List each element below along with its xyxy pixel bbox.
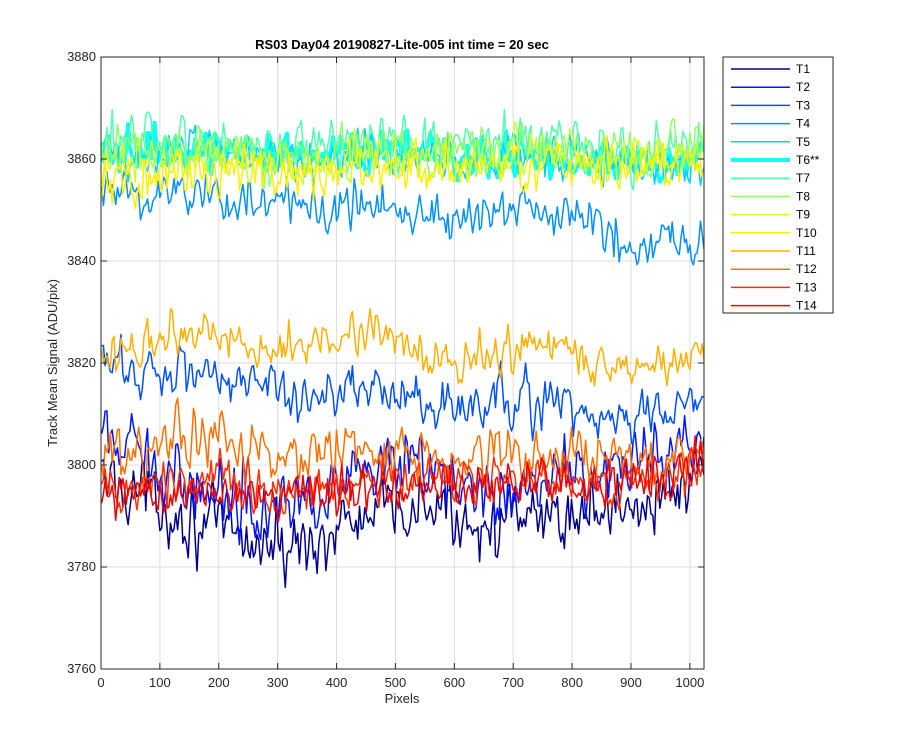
legend-label: T12	[796, 262, 817, 276]
y-tick-label: 3860	[67, 151, 96, 166]
legend-label: T14	[796, 299, 817, 313]
legend-label: T8	[796, 189, 810, 203]
legend-label: T9	[796, 208, 810, 222]
x-tick-label: 0	[97, 675, 104, 690]
legend-label: T5	[796, 135, 810, 149]
y-tick-label: 3760	[67, 661, 96, 676]
y-tick-label: 3820	[67, 355, 96, 370]
series-line-t4	[101, 168, 704, 266]
x-tick-label: 700	[502, 675, 524, 690]
x-tick-label: 300	[267, 675, 289, 690]
legend-box	[722, 56, 834, 314]
legend-label: T2	[796, 80, 810, 94]
legend-label: T11	[796, 244, 816, 258]
series-line-t3	[101, 333, 704, 445]
y-tick-label: 3840	[67, 253, 96, 268]
x-tick-label: 200	[208, 675, 230, 690]
x-tick-label: 900	[620, 675, 642, 690]
series-container	[101, 108, 704, 589]
x-tick-label: 500	[385, 675, 407, 690]
series-line-t13	[101, 446, 704, 515]
legend-label: T3	[796, 98, 810, 112]
y-tick-label: 3880	[67, 49, 96, 64]
legend-label: T7	[796, 171, 810, 185]
x-tick-label: 600	[443, 675, 465, 690]
series-line-t14	[101, 435, 704, 523]
y-tick-label: 3780	[67, 559, 96, 574]
y-axis-label: Track Mean Signal (ADU/pix)	[45, 279, 60, 447]
legend-label: T6**	[796, 153, 820, 167]
legend-label: T4	[796, 117, 810, 131]
series-line-t1	[101, 456, 704, 589]
legend: T1 T2 T3 T4 T5 T6** T7 T8 T9 T10 T11 T12 T13 T14	[722, 56, 834, 314]
x-tick-label: 1000	[675, 675, 704, 690]
series-line-t12	[101, 397, 704, 488]
legend-label: T13	[796, 280, 817, 294]
series-line-t7	[101, 108, 704, 192]
x-tick-label: 400	[326, 675, 348, 690]
y-tick-label: 3800	[67, 457, 96, 472]
series-line-t10	[101, 135, 704, 210]
plot-area: 0 100 200 300 400 500 600 700 800 900 1000 3760 3780…	[67, 49, 705, 690]
legend-label: T1	[796, 62, 810, 76]
series-line-t11	[101, 308, 704, 387]
series-group	[101, 108, 704, 589]
x-axis-label: Pixels	[385, 691, 420, 706]
ticks: 0 100 200 300 400 500 600 700 800 900 1000 3760 3780…	[67, 49, 704, 690]
legend-label: T10	[796, 226, 817, 240]
legend-items: T1 T2 T3 T4 T5 T6** T7 T8 T9 T10 T11 T12 T13 T14	[731, 62, 820, 313]
chart-title: RS03 Day04 20190827-Lite-005 int time = …	[255, 37, 549, 52]
x-tick-label: 800	[561, 675, 583, 690]
series-line-t8	[101, 117, 704, 190]
x-tick-label: 100	[149, 675, 171, 690]
